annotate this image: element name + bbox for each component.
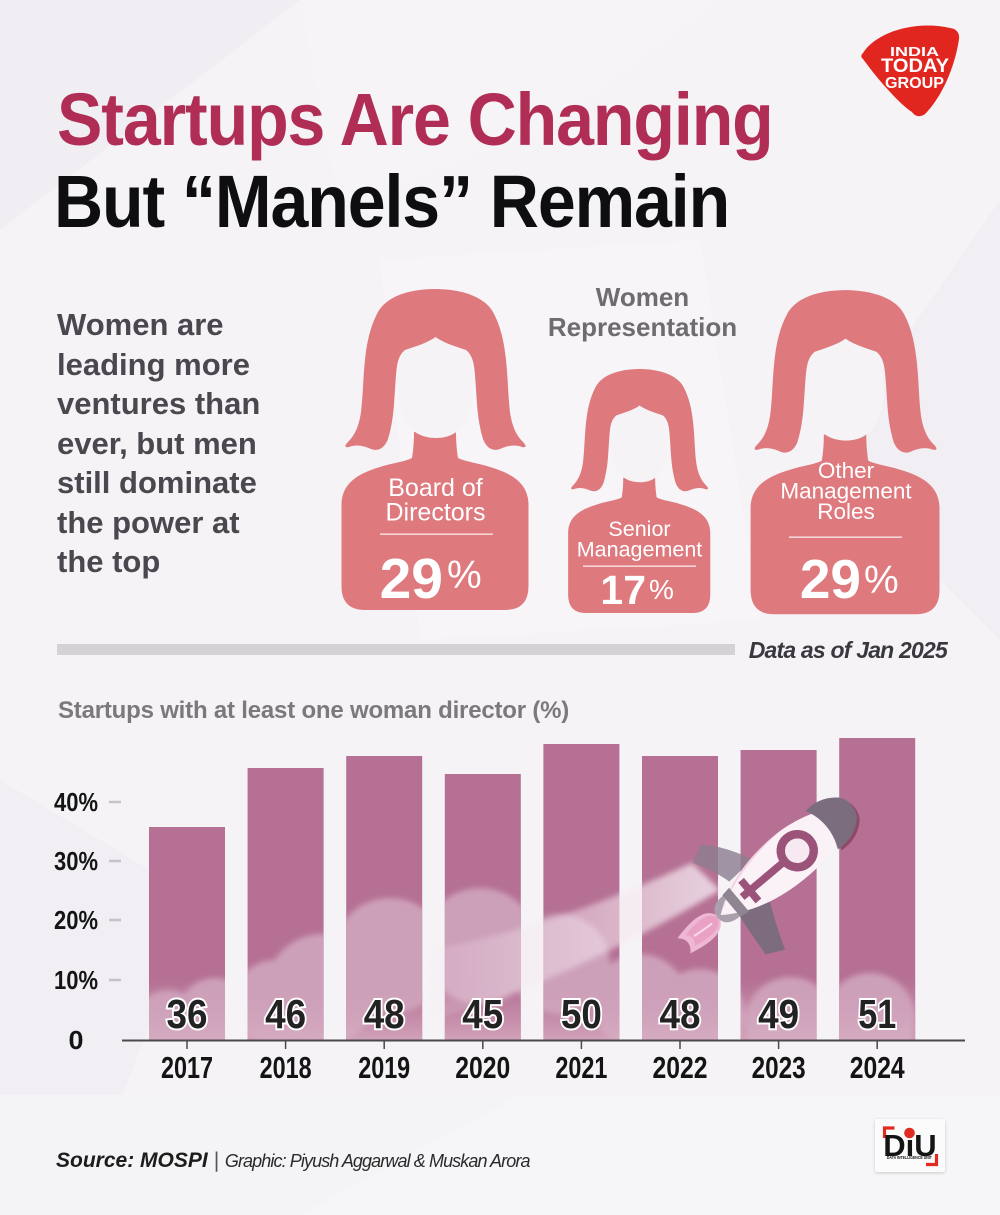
svg-text:48: 48 [364, 991, 405, 1037]
svg-text:2020: 2020 [455, 1050, 510, 1085]
svg-text:17: 17 [600, 567, 646, 613]
svg-text:20%: 20% [54, 905, 98, 935]
svg-text:48: 48 [660, 991, 701, 1037]
svg-text:2024: 2024 [850, 1050, 906, 1085]
svg-text:Management: Management [577, 538, 703, 562]
svg-text:TODAY: TODAY [881, 56, 949, 77]
svg-text:2019: 2019 [358, 1050, 410, 1085]
svg-text:45: 45 [462, 991, 503, 1037]
svg-text:30%: 30% [54, 846, 98, 876]
svg-text:Management: Management [780, 479, 912, 504]
svg-text:DATA INTELLIGENCE UNIT: DATA INTELLIGENCE UNIT [887, 1155, 932, 1160]
svg-text:50: 50 [561, 991, 602, 1037]
svg-text:46: 46 [265, 991, 306, 1037]
svg-text:2017: 2017 [161, 1050, 213, 1085]
svg-text:49: 49 [758, 991, 799, 1037]
svg-text:2023: 2023 [752, 1050, 806, 1085]
svg-text:INDIA: INDIA [890, 44, 940, 59]
svg-text:2018: 2018 [260, 1050, 312, 1085]
svg-text:Directors: Directors [385, 499, 485, 527]
svg-text:Other: Other [818, 458, 875, 483]
svg-text:Roles: Roles [817, 499, 875, 524]
svg-text:36: 36 [167, 991, 208, 1037]
svg-text:Board of: Board of [388, 474, 483, 502]
svg-text:%: % [864, 559, 899, 602]
svg-text:%: % [649, 574, 674, 605]
svg-text:Senior: Senior [608, 517, 670, 541]
svg-text:GROUP: GROUP [885, 75, 944, 92]
svg-text:29: 29 [800, 548, 861, 610]
svg-text:40%: 40% [54, 787, 98, 817]
svg-text:2022: 2022 [653, 1050, 708, 1085]
svg-text:51: 51 [858, 991, 896, 1037]
svg-text:2021: 2021 [555, 1050, 607, 1085]
svg-text:29: 29 [380, 547, 443, 611]
svg-text:%: % [447, 554, 482, 597]
svg-text:0: 0 [69, 1025, 84, 1055]
svg-text:10%: 10% [54, 965, 98, 995]
